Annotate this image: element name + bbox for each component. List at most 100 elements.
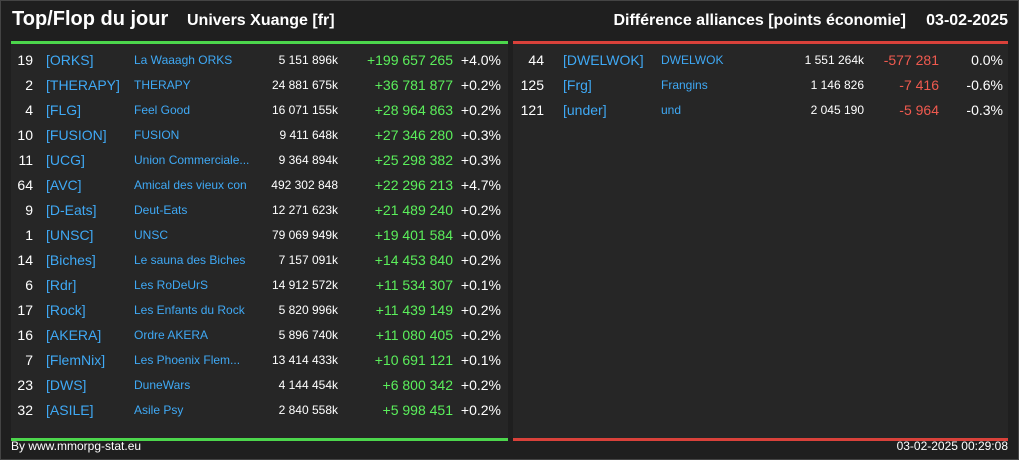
alliance-points: 13 414 433k [271,353,338,367]
percent-change: +0.2% [460,102,501,118]
alliance-tag-link[interactable]: [DWELWOK] [563,52,644,68]
top-row: 10 [FUSION] FUSION 9 411 648k +27 346 280 +0.… [11,123,508,148]
percent-change: +4.0% [460,52,501,68]
alliance-tag-link[interactable]: [UNSC] [46,227,94,243]
alliance-rank: 2 [25,77,33,93]
alliance-name-link[interactable]: La Waaagh ORKS [134,53,233,67]
header-date: 03-02-2025 [926,12,1008,29]
percent-change: -0.6% [966,77,1003,93]
percent-change: +0.2% [460,402,501,418]
top-row: 7 [FlemNix] Les Phoenix Flem... 13 414 433k… [11,348,508,373]
percent-change: +0.2% [460,252,501,268]
alliance-tag-link[interactable]: [under] [563,102,607,118]
alliance-points: 5 151 896k [278,53,338,67]
percent-change: +0.3% [460,127,501,143]
percent-change: +0.2% [460,202,501,218]
alliance-tag-link[interactable]: [FUSION] [46,127,107,143]
top-row: 64 [AVC] Amical des vieux con 492 302 848 +2… [11,173,508,198]
points-difference: +21 489 240 [374,202,453,218]
header: Top/Flop du jour Univers Xuange [fr] Dif… [1,1,1018,41]
alliance-points: 1 146 826 [810,78,864,92]
percent-change: +0.2% [460,377,501,393]
alliance-tag-link[interactable]: [AVC] [46,177,82,193]
alliance-name-link[interactable]: Les Enfants du Rock [134,303,245,317]
alliance-tag-link[interactable]: [UCG] [46,152,85,168]
alliance-rank: 7 [25,352,33,368]
alliance-tag-link[interactable]: [FLG] [46,102,82,118]
alliance-rank: 121 [520,102,544,118]
alliance-name-link[interactable]: Les RoDeUrS [134,278,209,292]
points-difference: +6 800 342 [382,377,453,393]
alliance-rank: 1 [25,227,33,243]
universe-label: Univers Xuange [fr] [187,12,335,29]
alliance-tag-link[interactable]: [Rock] [46,302,86,318]
alliance-name-link[interactable]: UNSC [134,228,169,242]
flop-row: 125 [Frg] Frangins 1 146 826 -7 416 -0.6% [513,73,1008,98]
points-difference: -7 416 [899,77,939,93]
page-title: Top/Flop du jour [12,8,169,30]
percent-change: +0.0% [460,227,501,243]
points-difference: +14 453 840 [374,252,453,268]
alliance-tag-link[interactable]: [ORKS] [46,52,94,68]
alliance-name-link[interactable]: Asile Psy [134,403,184,417]
alliance-name-link[interactable]: Amical des vieux con [134,178,247,192]
points-difference: +5 998 451 [382,402,453,418]
alliance-rank: 10 [17,127,33,143]
alliance-tag-link[interactable]: [Biches] [46,252,96,268]
points-difference: +11 439 149 [375,302,453,318]
alliance-tag-link[interactable]: [DWS] [46,377,87,393]
points-difference: +27 346 280 [374,127,453,143]
percent-change: +0.2% [460,77,501,93]
points-difference: +28 964 863 [374,102,453,118]
alliance-tag-link[interactable]: [THERAPY] [46,77,120,93]
alliance-name-link[interactable]: DWELWOK [661,53,724,67]
flop-row: 121 [under] und 2 045 190 -5 964 -0.3% [513,98,1008,123]
alliance-name-link[interactable]: Feel Good [134,103,191,117]
alliance-rank: 64 [17,177,33,193]
percent-change: +0.1% [460,277,501,293]
alliance-tag-link[interactable]: [D-Eats] [46,202,97,218]
top-row: 11 [UCG] Union Commerciale... 9 364 894k +25… [11,148,508,173]
points-difference: +25 298 382 [374,152,453,168]
percent-change: 0.0% [971,52,1003,68]
alliance-name-link[interactable]: DuneWars [134,378,191,392]
points-difference: +19 401 584 [374,227,453,243]
alliance-name-link[interactable]: Le sauna des Biches [134,253,246,267]
percent-change: -0.3% [966,102,1003,118]
alliance-rank: 16 [17,327,33,343]
alliance-tag-link[interactable]: [Rdr] [46,277,77,293]
alliance-rank: 23 [17,377,33,393]
alliance-rank: 17 [17,302,33,318]
alliance-points: 9 411 648k [279,128,339,142]
flop-alliances-panel: 44 [DWELWOK] DWELWOK 1 551 264k -577 281 0.0%… [513,41,1008,441]
alliance-points: 4 144 454k [278,378,338,392]
alliance-name-link[interactable]: Union Commerciale... [134,153,250,167]
alliance-tag-link[interactable]: [Frg] [563,77,592,93]
alliance-rank: 6 [25,277,33,293]
alliance-tag-link[interactable]: [AKERA] [46,327,102,343]
alliance-name-link[interactable]: Ordre AKERA [134,328,209,342]
top-row: 17 [Rock] Les Enfants du Rock 5 820 996k +11… [11,298,508,323]
flop-row: 44 [DWELWOK] DWELWOK 1 551 264k -577 281 0.0% [513,48,1008,73]
points-difference: +22 296 213 [374,177,453,193]
top-row: 23 [DWS] DuneWars 4 144 454k +6 800 342 +0.2% [11,373,508,398]
alliance-name-link[interactable]: und [661,103,682,117]
top-row: 6 [Rdr] Les RoDeUrS 14 912 572k +11 534 307 +… [11,273,508,298]
alliance-name-link[interactable]: Deut-Eats [134,203,188,217]
alliance-tag-link[interactable]: [FlemNix] [46,352,106,368]
alliance-name-link[interactable]: Les Phoenix Flem... [134,353,241,367]
percent-change: +0.3% [460,152,501,168]
alliance-name-link[interactable]: Frangins [661,78,708,92]
alliance-name-link[interactable]: THERAPY [134,78,191,92]
points-difference: +11 080 405 [375,327,453,343]
alliance-tag-link[interactable]: [ASILE] [46,402,94,418]
alliance-points: 2 045 190 [810,103,864,117]
alliance-name-link[interactable]: FUSION [134,128,180,142]
alliance-points: 1 551 264k [804,53,864,67]
alliance-rank: 125 [520,77,544,93]
alliance-rank: 4 [25,102,33,118]
alliance-rank: 14 [17,252,33,268]
top-row: 32 [ASILE] Asile Psy 2 840 558k +5 998 451 +0… [11,398,508,423]
alliance-rank: 11 [18,152,33,168]
